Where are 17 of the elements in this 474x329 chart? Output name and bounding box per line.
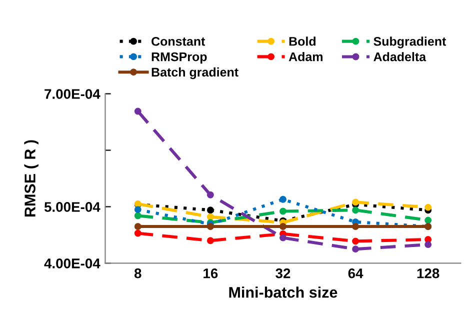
y-tick-label: 4.00E-04 <box>44 258 100 268</box>
legend-label: Bold <box>289 36 316 46</box>
legend-label: RMSProp <box>152 52 207 64</box>
y-tick-label: 7.00E-04 <box>44 89 100 99</box>
x-tick-label: 16 <box>204 268 218 278</box>
legend-label: Adadelta <box>374 52 426 62</box>
x-tick-label: 8 <box>134 268 142 278</box>
x-tick-label: 64 <box>348 268 364 278</box>
y-axis-title: RMSE ( R ) <box>24 140 38 216</box>
legend-label: Adam <box>288 52 322 62</box>
x-axis-title: Mini-batch size <box>229 286 338 298</box>
legend-label: Constant <box>152 36 206 46</box>
x-tick-label: 128 <box>417 268 440 278</box>
legend-label: Subgradient <box>374 36 446 48</box>
x-tick-label: 32 <box>276 268 290 278</box>
legend-label: Batch gradient <box>152 67 238 80</box>
y-tick-label: 5.00E-04 <box>44 202 100 212</box>
